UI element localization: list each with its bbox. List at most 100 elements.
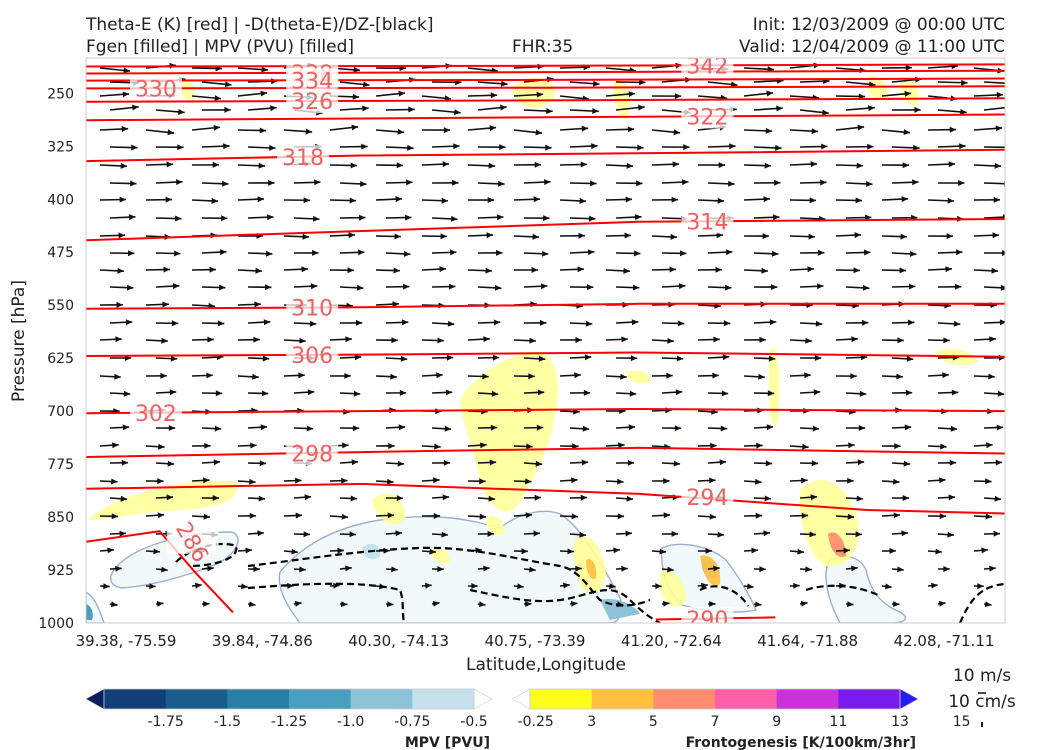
wind-vector-head (621, 565, 628, 572)
wind-vector-head (543, 215, 550, 222)
wind-vector-head (166, 161, 174, 168)
wind-vector-591 (569, 565, 582, 572)
colorbar-segment-2 (591, 689, 654, 709)
wind-vector-head (813, 389, 821, 396)
theta-e-label-306: 306 (291, 344, 333, 369)
wind-vector-154 (707, 180, 735, 187)
theta-e-label-298: 298 (291, 442, 333, 467)
wind-vector-head (582, 425, 590, 432)
wind-vector-482 (145, 478, 164, 485)
wind-vector-head (805, 337, 812, 344)
wind-vector-241 (99, 267, 124, 274)
wind-vector-116 (799, 143, 828, 150)
wind-vector-head (176, 179, 183, 186)
colorbar-tick-1: -1.75 (148, 714, 184, 730)
wind-vector-181 (109, 214, 136, 221)
wind-vector-head (351, 459, 359, 466)
wind-vector-head (776, 105, 783, 112)
wind-vector-head (118, 232, 125, 239)
wind-vector-head (591, 143, 598, 150)
wind-vector-500 (973, 478, 992, 485)
y-tick-label-400: 400 (47, 192, 74, 208)
wind-vector-head (489, 125, 497, 132)
wind-vector-60 (973, 92, 1004, 98)
wind-vector-head (447, 320, 455, 327)
dz-contour-2 (247, 546, 651, 607)
wind-vector-243 (191, 266, 216, 273)
wind-vector-170 (513, 196, 541, 203)
wind-vector-382 (155, 389, 177, 396)
wind-vector-head (451, 215, 458, 222)
wind-vector-head (533, 196, 540, 203)
wind-vector-118 (891, 144, 920, 151)
theta-e-label-322: 322 (686, 105, 728, 130)
wind-vector-head (397, 460, 405, 467)
x-axis: 39.38, -75.59 39.84, -74.86 40.30, -74.13 4… (76, 632, 995, 650)
wind-vector-147 (385, 179, 413, 186)
wind-vector-1 (99, 67, 131, 74)
wind-vector-489 (467, 478, 486, 485)
wind-vector-head (793, 582, 800, 589)
y-axis: 250 325 400 475 550 625 700 775 850 925 1000 (38, 86, 74, 632)
theta-e-label-bg (166, 529, 219, 554)
wind-vector-head (938, 600, 946, 607)
wind-vector-356 (799, 355, 822, 361)
wind-vector-157 (845, 180, 873, 187)
wind-vector-head (161, 337, 168, 344)
wind-vector-529 (467, 513, 487, 520)
wind-vector-shaft (983, 216, 1005, 219)
wind-vector-head (667, 566, 674, 573)
theta-e-label-bg (681, 104, 734, 129)
wind-vector-470 (523, 460, 543, 467)
wind-vector-485 (283, 477, 302, 484)
wind-vector-head (1000, 284, 1005, 291)
wind-vector-head (765, 460, 773, 467)
theta-e-label-310: 310 (291, 297, 333, 322)
wind-vector-534 (697, 513, 717, 520)
wind-vector-head (103, 583, 110, 590)
wind-vector-483 (191, 477, 210, 484)
wind-vector-213 (651, 233, 677, 240)
wind-vector-head (531, 267, 538, 273)
wind-vector-head (479, 478, 486, 485)
wind-vector-head (207, 336, 214, 343)
wind-vector-head (762, 233, 769, 240)
colorbar-segment-4 (715, 689, 778, 709)
wind-vector-head (128, 250, 135, 257)
wind-vector-head (775, 144, 782, 151)
wind-vector-head (851, 565, 858, 572)
wind-vector-head (261, 66, 268, 73)
wind-vector-head (399, 389, 407, 396)
wind-vector-62 (155, 108, 185, 115)
wind-vector-424 (247, 424, 268, 431)
wind-vector-head (984, 601, 992, 608)
theta-e-line-342 (86, 63, 1005, 68)
wind-vector-head (442, 494, 450, 501)
wind-vector-head (893, 478, 900, 485)
wind-vector-328 (421, 337, 444, 344)
wind-vector-587 (385, 566, 398, 573)
wind-vector-216 (789, 233, 815, 240)
wind-vector-head (425, 582, 432, 589)
wind-vector-227 (385, 250, 411, 257)
wind-vector-265 (293, 283, 318, 290)
wind-vector-233 (661, 250, 687, 257)
wind-vector-434 (707, 425, 728, 432)
wind-vector-head (392, 301, 399, 308)
wind-vector-head (492, 354, 500, 361)
wind-vector-508 (431, 494, 450, 501)
colorbar-segment-3 (653, 689, 716, 709)
wind-vector-head (669, 266, 676, 273)
wind-vector-254 (697, 266, 722, 273)
wind-vector-head (341, 601, 348, 608)
wind-vector-head (163, 266, 170, 273)
wind-vector-head (195, 582, 202, 589)
frontogenesis-region-1 (88, 480, 237, 520)
wind-vector-71 (569, 108, 599, 114)
wind-vector-head (303, 531, 310, 538)
wind-vector-261 (109, 284, 134, 291)
wind-vector-574 (697, 548, 712, 554)
wind-vector-head (437, 566, 444, 573)
wind-vector-215 (743, 233, 769, 240)
wind-vector-head (675, 389, 683, 396)
